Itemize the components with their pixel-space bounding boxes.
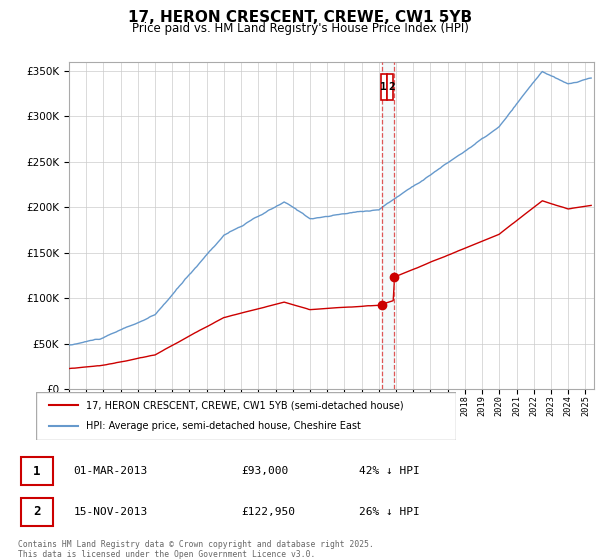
Text: 17, HERON CRESCENT, CREWE, CW1 5YB (semi-detached house): 17, HERON CRESCENT, CREWE, CW1 5YB (semi… xyxy=(86,400,404,410)
Text: 1: 1 xyxy=(33,465,41,478)
Text: 17, HERON CRESCENT, CREWE, CW1 5YB: 17, HERON CRESCENT, CREWE, CW1 5YB xyxy=(128,10,472,25)
Text: 01-MAR-2013: 01-MAR-2013 xyxy=(74,466,148,476)
Text: HPI: Average price, semi-detached house, Cheshire East: HPI: Average price, semi-detached house,… xyxy=(86,421,361,431)
Text: 2: 2 xyxy=(389,82,395,92)
FancyBboxPatch shape xyxy=(21,498,53,526)
Text: 26% ↓ HPI: 26% ↓ HPI xyxy=(359,507,419,517)
Text: 42% ↓ HPI: 42% ↓ HPI xyxy=(359,466,419,476)
Text: 1: 1 xyxy=(380,82,387,92)
Text: 2: 2 xyxy=(33,505,41,518)
Bar xyxy=(382,62,394,389)
Text: Price paid vs. HM Land Registry's House Price Index (HPI): Price paid vs. HM Land Registry's House … xyxy=(131,22,469,35)
FancyBboxPatch shape xyxy=(36,392,456,440)
Text: £93,000: £93,000 xyxy=(241,466,289,476)
Text: 15-NOV-2013: 15-NOV-2013 xyxy=(74,507,148,517)
Text: £122,950: £122,950 xyxy=(241,507,295,517)
Text: Contains HM Land Registry data © Crown copyright and database right 2025.
This d: Contains HM Land Registry data © Crown c… xyxy=(18,540,374,559)
FancyBboxPatch shape xyxy=(381,74,387,100)
FancyBboxPatch shape xyxy=(21,457,53,485)
FancyBboxPatch shape xyxy=(387,74,393,100)
